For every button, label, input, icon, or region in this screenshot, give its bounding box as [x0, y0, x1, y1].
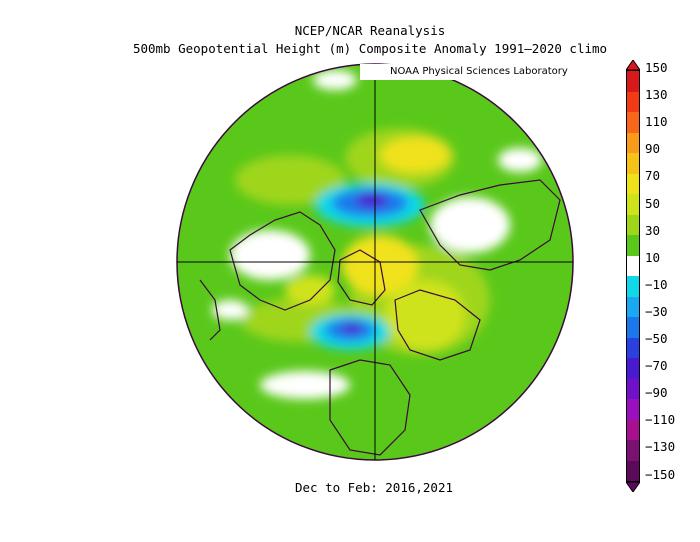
- anomaly-negative-arctic-core: [356, 192, 388, 208]
- colorbar-segment: [626, 173, 640, 194]
- colorbar-segment: [626, 235, 640, 256]
- colorbar-segment: [626, 91, 640, 112]
- colorbar-segment: [626, 440, 640, 461]
- date-caption: Dec to Feb: 2016,2021: [294, 480, 454, 495]
- colorbar-segment: [626, 153, 640, 174]
- colorbar-segment: [626, 317, 640, 338]
- colorbar-tick-label: 50: [645, 195, 661, 211]
- colorbar-tick-label: 130: [645, 87, 668, 103]
- colorbar-top-arrow: [626, 60, 640, 70]
- chart-subtitle: 500mb Geopotential Height (m) Composite …: [132, 41, 608, 56]
- colorbar-segment: [626, 296, 640, 317]
- anomaly-neutral-west: [212, 300, 248, 320]
- coastlines: [199, 179, 561, 456]
- anomaly-neutral-canada: [230, 230, 310, 280]
- colorbar: [626, 60, 640, 492]
- anomaly-neutral-pacific: [498, 148, 542, 172]
- coast-alaska: [199, 279, 221, 341]
- anomaly-neutral-atlantic: [260, 371, 350, 399]
- colorbar-tick-label: −70: [645, 358, 668, 374]
- colorbar-bottom-arrow: [626, 482, 640, 492]
- colorbar-tick-label: 10: [645, 249, 661, 265]
- coast-greenland: [337, 249, 386, 306]
- colorbar-segment: [626, 132, 640, 153]
- colorbar-segment: [626, 337, 640, 358]
- colorbar-segment: [626, 460, 640, 482]
- colorbar-tick-label: −130: [645, 439, 676, 455]
- colorbar-tick-label: 70: [645, 168, 661, 184]
- coast-africa: [329, 359, 411, 456]
- colorbar-segment: [626, 255, 640, 276]
- credit-label: NOAA Physical Sciences Laboratory: [360, 64, 574, 80]
- colorbar-segment: [626, 194, 640, 215]
- colorbar-tick-label: −30: [645, 303, 668, 319]
- colorbar-tick-label: −110: [645, 412, 676, 428]
- colorbar-tick-label: −10: [645, 276, 668, 292]
- colorbar-segment: [626, 419, 640, 440]
- colorbar-segment: [626, 399, 640, 420]
- colorbar-tick-label: 150: [645, 60, 668, 75]
- colorbar-segment: [626, 276, 640, 297]
- coast-europe: [394, 289, 481, 361]
- anomaly-neutral-north: [313, 70, 357, 90]
- coast-asia: [419, 179, 561, 271]
- colorbar-segment: [626, 214, 640, 235]
- colorbar-tick-label: −90: [645, 385, 668, 401]
- anomaly-positive-arctic: [380, 137, 450, 173]
- colorbar-tick-label: 30: [645, 222, 661, 238]
- chart-title: NCEP/NCAR Reanalysis: [294, 23, 446, 38]
- anomaly-negative-atlantic-core: [342, 322, 362, 334]
- colorbar-tick-label: 110: [645, 114, 668, 130]
- anomaly-positive-greenland: [285, 275, 335, 305]
- colorbar-segment: [626, 70, 640, 92]
- colorbar-segment: [626, 358, 640, 379]
- anomaly-light-green-a: [235, 155, 345, 205]
- colorbar-tick-label: −50: [645, 331, 668, 346]
- colorbar-tick-label: −150: [645, 466, 676, 482]
- coast-north-america: [229, 211, 336, 311]
- anomaly-neutral-siberia: [430, 197, 510, 253]
- colorbar-segment: [626, 378, 640, 399]
- colorbar-tick-label: 90: [645, 141, 661, 157]
- colorbar-segment: [626, 112, 640, 133]
